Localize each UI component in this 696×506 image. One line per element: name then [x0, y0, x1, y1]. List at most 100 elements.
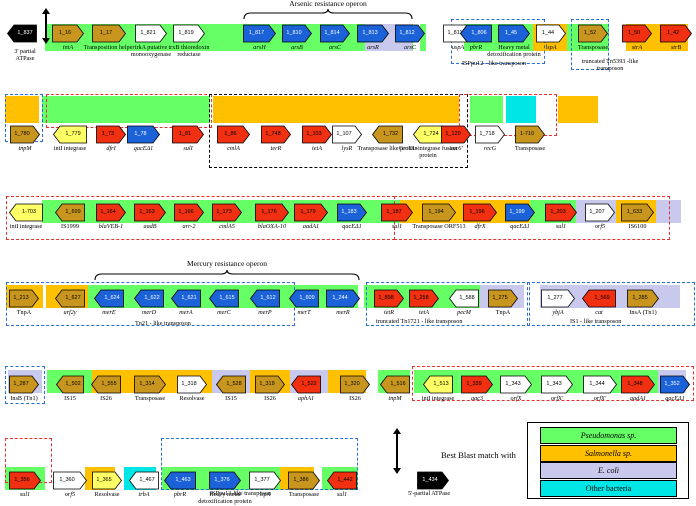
gene-label: tnpM [388, 395, 402, 402]
gene-arrow: 1_343 [541, 375, 573, 394]
gene-arrow-shape [53, 471, 87, 490]
gene-label: aadA1 [302, 223, 320, 230]
gene-arrow-shape [381, 203, 413, 222]
gene-label: arsC [328, 44, 342, 51]
gene-id: 1_343 [505, 381, 521, 387]
gene-arrow: 1_615 [209, 289, 239, 308]
gene-id: 1_319 [259, 381, 275, 387]
gene-arrow: 1_183 [337, 203, 367, 222]
transposon-boundary [46, 94, 212, 128]
gene-id: 1_344 [589, 381, 605, 387]
gene-label: orf5 [594, 223, 606, 230]
gene-label: aadB [143, 223, 157, 230]
gene-arrow-shape [174, 203, 204, 222]
gene-label: cat [595, 309, 603, 316]
match-background [558, 96, 598, 123]
gene-id: 1_244 [332, 295, 348, 301]
gene-arrow-shape [357, 24, 389, 43]
gene-arrow-shape [164, 471, 196, 490]
gene-arrow: 1_817 [243, 24, 276, 43]
gene-id: 1_17 [99, 30, 113, 36]
gene-arrow-shape [96, 125, 126, 144]
gene-arrow-shape [53, 125, 87, 144]
gene-arrow: 1_810 [282, 24, 312, 43]
gene-id: 1_348 [627, 381, 643, 387]
gene-arrow: 1_275 [488, 289, 518, 308]
gene-arrow: 1_365 [92, 471, 122, 490]
gene-label: tetA [312, 145, 322, 152]
gene-label: pbrR [469, 44, 483, 51]
gene-id: 1_73 [101, 131, 115, 137]
gene-arrow-shape [372, 125, 403, 144]
gene-arrow-shape [55, 289, 85, 308]
gene-label: tetA [419, 309, 429, 316]
gene-arrow-shape [622, 24, 652, 43]
gene-label: qacEΔ1 [665, 395, 685, 402]
gene-label: merP [258, 309, 272, 316]
gene-arrow: 1_348 [621, 375, 655, 394]
gene-id: 1_609 [299, 295, 315, 301]
gene-label: Transposase [288, 491, 320, 498]
gene-arrow-shape [332, 125, 362, 144]
gene-arrow: 1_569 [582, 289, 616, 308]
gene-label: Heavy metal detoxification protein [198, 491, 252, 505]
gene-id: 1_356 [14, 477, 30, 483]
gene-id: 1_318 [181, 381, 197, 387]
gene-id: 1_81 [178, 131, 192, 137]
gene-id: 1_467 [139, 477, 155, 483]
gene-label: urf2y [63, 309, 77, 316]
gene-label: qacEΔ1 [133, 145, 154, 152]
gene-arrow-shape [326, 289, 360, 308]
operon-brace [243, 8, 413, 20]
gene-id: 1_806 [471, 30, 487, 36]
gene-id: 1_107 [336, 131, 352, 137]
gene-arrow: 1_748 [261, 125, 291, 144]
gene-arrow-shape [578, 24, 608, 43]
gene-id: 1_285 [632, 295, 648, 301]
gene-label: Transposase like protein [357, 145, 418, 152]
gene-label: arsR [367, 44, 379, 51]
gene-id: 1_45 [504, 30, 518, 36]
gene-label: orf5 [64, 491, 76, 498]
gene-label: intI integrase [53, 145, 87, 152]
gene-label: merC [217, 309, 231, 316]
gene-label: intI integrase [421, 395, 455, 402]
gene-arrow: 1_166 [174, 203, 204, 222]
gene-arrow: 1_196 [463, 203, 497, 222]
legend-item: Pseudomonas sp. [540, 427, 677, 444]
gene-label: sul1 [555, 223, 567, 230]
gene-id: 1_176 [261, 209, 277, 215]
gene-arrow-shape [660, 24, 692, 43]
gene-arrow: 1_213 [9, 289, 39, 308]
gene-arrow-shape [409, 289, 439, 308]
gene-id: 1_360 [59, 477, 75, 483]
gene-arrow: 1_555 [91, 375, 121, 394]
gene-arrow: 1_732 [372, 125, 403, 144]
gene-arrow: 1_837 [7, 24, 37, 43]
gene-id: 1_779 [65, 131, 81, 137]
gene-arrow: 1_314 [134, 375, 166, 394]
gene-arrow: 1_633 [621, 203, 654, 222]
gene-id: 1_103 [306, 131, 322, 137]
gene-id: 1_810 [286, 30, 302, 36]
transposon-boundary [527, 282, 695, 326]
gene-arrow-shape [327, 471, 357, 490]
gene-id: 1_16 [58, 30, 72, 36]
gene-arrow: 1_356 [9, 471, 41, 490]
gene-arrow-shape [282, 24, 312, 43]
gene-arrow: 1_377 [249, 471, 281, 490]
gene-arrow-shape [289, 289, 319, 308]
gene-arrow: 1_50 [622, 24, 652, 43]
gene-arrow: 1_203 [545, 203, 577, 222]
gene-id: 1_624 [104, 295, 120, 301]
gene-arrow-shape [261, 125, 291, 144]
gene-id: 1_164 [100, 209, 116, 215]
gene-arrow: 1_164 [96, 203, 126, 222]
gene-id: 1-703 [21, 209, 37, 215]
operon-brace [94, 269, 360, 281]
gene-id: 1_502 [65, 381, 81, 387]
gene-id: 1_207 [589, 209, 605, 215]
gene-arrow: 1_277 [541, 289, 575, 308]
gene-label: pbrR [173, 491, 187, 498]
gene-arrow-shape [172, 125, 204, 144]
